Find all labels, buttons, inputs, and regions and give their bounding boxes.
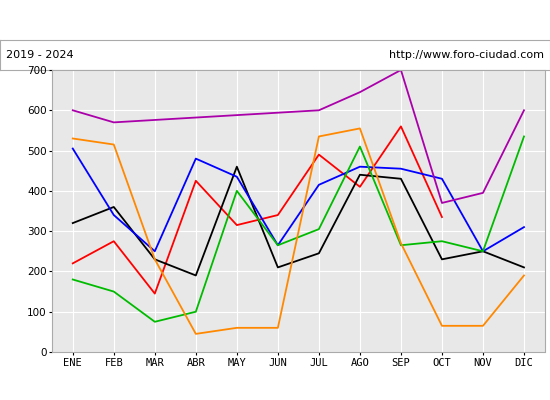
Text: http://www.foro-ciudad.com: http://www.foro-ciudad.com (389, 50, 544, 60)
Text: 2019 - 2024: 2019 - 2024 (6, 50, 73, 60)
Text: Evolucion Nº Turistas Nacionales en el municipio de Pliego: Evolucion Nº Turistas Nacionales en el m… (73, 13, 477, 27)
